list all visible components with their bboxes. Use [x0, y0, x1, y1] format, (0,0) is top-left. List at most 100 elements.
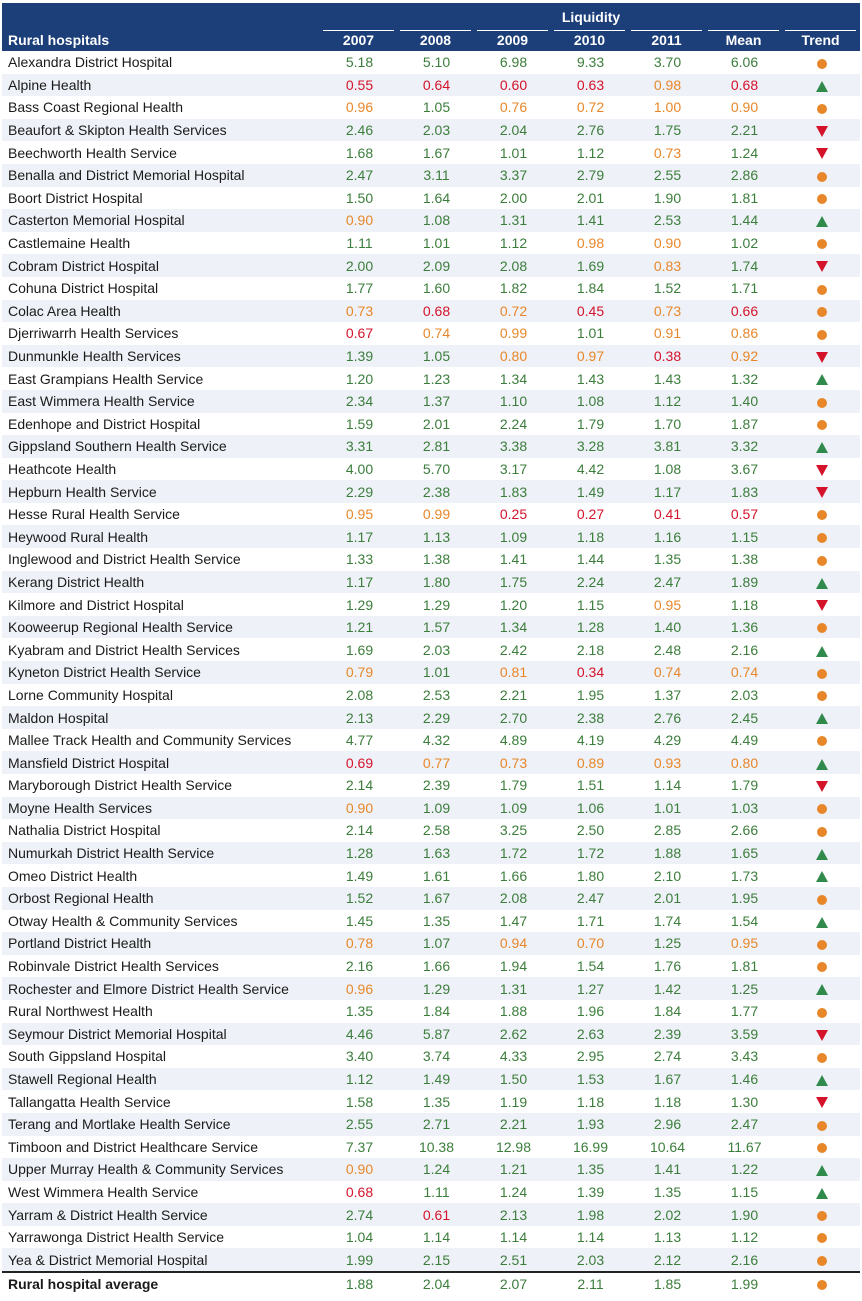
value-2010: 1.49: [552, 480, 629, 503]
value-mean: 1.99: [706, 1271, 783, 1296]
value-2009: 1.20: [499, 596, 528, 613]
value-mean: 1.79: [730, 777, 759, 794]
header-underline: [400, 30, 471, 31]
hospital-name: Otway Health & Community Services: [8, 912, 238, 929]
value-2009: 0.25: [499, 506, 528, 523]
value-mean: 2.21: [706, 118, 783, 142]
value-2011: 1.84: [653, 1003, 682, 1020]
value-mean: 6.06: [730, 54, 759, 71]
hospital-name: Gippsland Southern Health Service: [2, 435, 321, 458]
trend-down-icon: [815, 781, 828, 793]
table-row: Heathcote Health 4.00 5.70 3.17 4.42 1.08 3.67: [2, 458, 860, 481]
value-mean: 1.36: [706, 615, 783, 639]
value-2008: 0.99: [422, 506, 451, 523]
value-2007: 2.14: [345, 822, 374, 839]
value-2011: 1.35: [653, 551, 682, 568]
value-2010: 0.63: [552, 73, 629, 97]
value-2007: 1.04: [345, 1229, 374, 1246]
value-2008: 2.03: [422, 641, 451, 658]
table-row: Maryborough District Health Service 2.14 2…: [2, 774, 860, 797]
value-mean: 1.38: [730, 551, 759, 568]
value-2011: 1.40: [629, 615, 706, 639]
value-2007: 0.67: [345, 325, 374, 342]
value-2010: 2.76: [552, 118, 629, 142]
value-2011: 10.64: [649, 1138, 686, 1155]
value-2011: 0.93: [629, 751, 706, 774]
value-2008: 1.60: [422, 280, 451, 297]
value-mean: 1.22: [706, 1158, 783, 1181]
value-2008: 1.29: [398, 977, 475, 1000]
trend-up-icon: [815, 1187, 828, 1199]
value-2010: 2.18: [576, 641, 605, 658]
value-2008: 1.35: [422, 912, 451, 929]
trend-steady-icon: [816, 962, 827, 973]
value-2009: 1.79: [499, 777, 528, 794]
average-label: Rural hospital average: [2, 1271, 321, 1296]
value-2011: 1.01: [629, 796, 706, 820]
value-2007: 2.14: [345, 777, 374, 794]
trend-cell: [783, 389, 860, 413]
value-2011: 2.01: [629, 886, 706, 910]
trend-steady-icon: [816, 1256, 827, 1267]
table-row: Kerang District Health 1.17 1.80 1.75 2.24 2.…: [2, 570, 860, 594]
value-2010: 1.80: [576, 867, 605, 884]
value-2007: 0.55: [321, 73, 398, 97]
value-2007: 2.13: [321, 706, 398, 729]
value-2011: 2.10: [653, 867, 682, 884]
value-2008: 0.68: [398, 299, 475, 323]
value-mean: 0.86: [730, 325, 759, 342]
trend-down-icon: [815, 1097, 828, 1109]
value-2011: 1.14: [653, 777, 682, 794]
value-2010: 1.35: [552, 1158, 629, 1181]
value-2008: 1.35: [422, 1093, 451, 1110]
trend-cell: [783, 118, 860, 142]
trend-cell: [783, 277, 860, 300]
value-2008: 3.74: [422, 1048, 451, 1065]
value-2009: 0.94: [475, 932, 552, 955]
value-2007: 1.52: [321, 886, 398, 910]
value-2007: 2.47: [321, 163, 398, 187]
value-2009: 1.09: [475, 796, 552, 820]
value-2011: 1.13: [653, 1229, 682, 1246]
table-row: Yarrawonga District Health Service 1.04 1.…: [2, 1226, 860, 1249]
hospital-name: Yarram & District Health Service: [2, 1203, 321, 1226]
table-row: Mallee Track Health and Community Servic…: [2, 729, 860, 752]
value-2007: 2.74: [321, 1203, 398, 1226]
trend-cell: [783, 886, 860, 910]
table-row: Mansfield District Hospital 0.69 0.77 0.73 0…: [2, 751, 860, 774]
value-2007: 1.77: [345, 280, 374, 297]
value-2008: 2.39: [422, 777, 451, 794]
table-row: Lorne Community Hospital 2.08 2.53 2.21 1.95…: [2, 684, 860, 707]
value-2008: 1.57: [398, 615, 475, 639]
table-row: West Wimmera Health Service 0.68 1.11 1.24 1…: [2, 1181, 860, 1204]
value-2009: 2.62: [475, 1022, 552, 1046]
value-2007: 2.08: [345, 686, 374, 703]
value-2008: 2.04: [398, 1271, 475, 1296]
value-2007: 1.33: [345, 551, 374, 568]
value-2009: 1.24: [499, 1183, 528, 1200]
header-underline: [477, 30, 548, 31]
trend-up-icon: [815, 916, 828, 928]
value-2009: 2.00: [499, 189, 528, 206]
value-2008: 2.81: [398, 435, 475, 458]
value-2010: 1.43: [576, 370, 605, 387]
value-2009: 1.21: [475, 1158, 552, 1181]
value-2007: 0.95: [345, 506, 374, 523]
trend-cell: [783, 73, 860, 97]
value-mean: 0.66: [706, 299, 783, 323]
value-2011: 1.41: [629, 1158, 706, 1181]
value-2008: 1.01: [398, 661, 475, 684]
value-2011: 1.88: [629, 841, 706, 865]
value-2011: 1.85: [629, 1271, 706, 1296]
hospital-name: Inglewood and District Health Service: [8, 551, 241, 568]
trend-steady-icon: [816, 329, 827, 340]
value-2007: 1.28: [321, 841, 398, 865]
value-2010: 1.08: [552, 389, 629, 413]
trend-cell: [783, 344, 860, 368]
value-2009: 0.60: [475, 73, 552, 97]
trend-cell: [783, 1112, 860, 1136]
trend-cell: [783, 1045, 860, 1068]
value-mean: 1.15: [730, 1183, 759, 1200]
header-underline: [631, 30, 702, 31]
value-2009: 0.73: [475, 751, 552, 774]
